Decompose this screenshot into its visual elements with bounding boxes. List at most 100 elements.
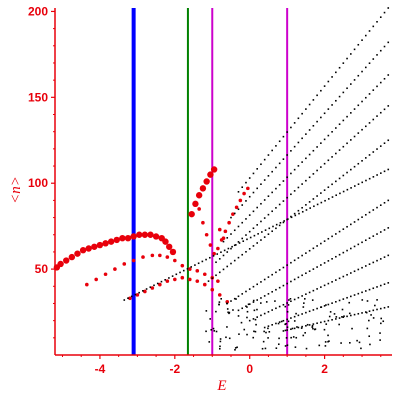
dot-band1-42 — [387, 41, 390, 44]
point-s0-27 — [203, 178, 210, 185]
dot-band7-2 — [245, 305, 247, 308]
dot-band4-14 — [260, 239, 262, 241]
dot-band3-1 — [218, 258, 221, 260]
dot-band8-31 — [364, 265, 367, 267]
dot-cluster-128 — [351, 327, 353, 330]
dot-band10-28 — [387, 306, 390, 308]
dot-band9-22 — [346, 296, 348, 299]
dot-band0-25 — [331, 76, 333, 78]
dot-band9-9 — [297, 314, 300, 317]
dot-cluster-31 — [284, 323, 286, 326]
dot-cluster-64 — [349, 342, 351, 344]
dot-band9-31 — [379, 284, 382, 287]
dot-cluster-80 — [300, 327, 303, 329]
dot-band8-37 — [387, 254, 390, 257]
dot-cluster-105 — [246, 310, 249, 313]
dot-cluster-96 — [213, 330, 216, 332]
dot-band0-18 — [305, 108, 307, 110]
dot-band7-39 — [383, 229, 386, 231]
dot-band5-2 — [130, 295, 133, 298]
point-s0-16 — [141, 231, 149, 238]
dot-cluster-35 — [340, 342, 342, 344]
dot-cluster-94 — [296, 326, 298, 328]
dot-cluster-102 — [380, 322, 382, 325]
dot-band2-34 — [350, 112, 352, 114]
dot-band2-11 — [263, 199, 266, 201]
dot-band3-31 — [331, 156, 333, 158]
dot-cluster-7 — [295, 336, 298, 339]
dot-band0-21 — [316, 94, 318, 97]
dot-band2-41 — [376, 85, 378, 88]
dot-band5-58 — [339, 192, 341, 195]
dot-band1-32 — [350, 83, 352, 85]
dot-cluster-93 — [341, 308, 344, 311]
dot-band7-30 — [350, 247, 352, 250]
dot-band8-1 — [252, 318, 255, 320]
dot-cluster-43 — [329, 311, 332, 313]
dot-band7-4 — [252, 301, 255, 303]
dot-band4-10 — [245, 250, 247, 253]
point-s0-13 — [124, 234, 132, 242]
dot-band2-7 — [248, 214, 251, 216]
point-s1-7 — [150, 253, 155, 258]
dot-band8-13 — [297, 296, 300, 299]
ticks: -4 -2 0 2 50 100 150 200 — [28, 4, 382, 376]
dot-band6-29 — [335, 233, 337, 235]
dot-band4-42 — [364, 157, 367, 159]
dot-cluster-47 — [220, 297, 222, 300]
point-s1-25 — [188, 277, 192, 282]
dot-band4-18 — [275, 227, 277, 230]
point-s0-10 — [107, 238, 115, 245]
dot-band3-32 — [335, 152, 337, 155]
dot-cluster-133 — [262, 340, 265, 343]
dot-band6-6 — [248, 288, 251, 290]
dot-band1-2 — [237, 208, 240, 211]
dot-band10-11 — [323, 320, 326, 323]
dot-band9-26 — [361, 291, 363, 294]
dot-band0-11 — [278, 140, 281, 143]
point-s1-29 — [217, 293, 222, 297]
dot-band4-43 — [368, 154, 371, 156]
dot-band5-22 — [205, 258, 207, 261]
dot-band1-16 — [290, 150, 292, 152]
dot-band6-12 — [271, 273, 273, 276]
dot-band1-29 — [338, 95, 341, 98]
dot-cluster-60 — [294, 346, 297, 348]
point-s1-31 — [197, 207, 201, 211]
dot-band1-22 — [312, 124, 315, 127]
dot-band5-24 — [212, 255, 215, 257]
dot-band5-19 — [194, 264, 196, 266]
dot-band8-17 — [312, 289, 315, 292]
dot-band3-38 — [357, 132, 360, 134]
dot-band7-37 — [376, 233, 378, 235]
dot-band2-24 — [312, 149, 315, 152]
dot-band0-24 — [327, 80, 330, 83]
dot-cluster-65 — [234, 348, 236, 351]
dot-cluster-57 — [218, 347, 221, 350]
dot-cluster-13 — [379, 339, 381, 341]
dot-band3-12 — [260, 220, 262, 223]
dot-band10-4 — [297, 326, 300, 329]
dot-band6-27 — [327, 237, 330, 240]
dot-band7-27 — [338, 253, 341, 256]
dot-band9-30 — [376, 286, 378, 288]
dot-band5-67 — [372, 176, 375, 178]
dot-band10-3 — [293, 327, 296, 330]
dot-band3-24 — [305, 179, 307, 182]
dot-band8-32 — [368, 263, 371, 265]
dot-band7-7 — [263, 295, 266, 297]
dot-cluster-83 — [370, 314, 372, 316]
dot-band3-2 — [222, 254, 225, 257]
dot-band1-26 — [327, 108, 330, 110]
dot-band8-21 — [327, 282, 330, 285]
dot-band5-25 — [216, 253, 219, 255]
point-s1-35 — [212, 251, 216, 256]
dot-band5-3 — [134, 293, 137, 296]
dot-band5-29 — [231, 245, 233, 248]
dot-band5-49 — [305, 209, 308, 211]
dot-band5-17 — [186, 267, 189, 270]
dot-band6-9 — [260, 281, 262, 283]
dot-band2-0 — [222, 240, 225, 243]
dot-band5-20 — [197, 262, 200, 265]
dot-band9-16 — [323, 305, 326, 307]
